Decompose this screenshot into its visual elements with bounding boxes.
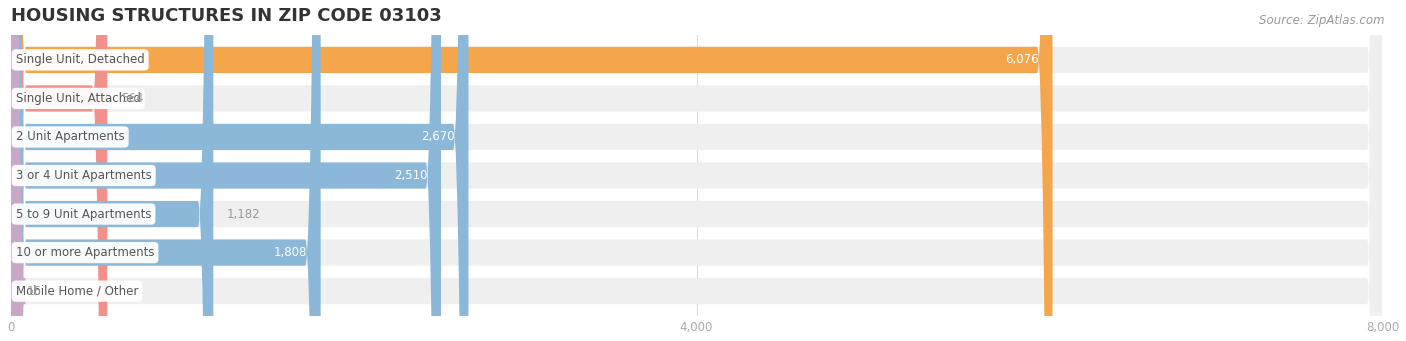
Text: 1,808: 1,808 bbox=[274, 246, 307, 259]
FancyBboxPatch shape bbox=[11, 0, 1382, 341]
FancyBboxPatch shape bbox=[11, 0, 214, 341]
Text: Mobile Home / Other: Mobile Home / Other bbox=[15, 285, 138, 298]
FancyBboxPatch shape bbox=[0, 0, 27, 341]
FancyBboxPatch shape bbox=[11, 0, 1382, 341]
FancyBboxPatch shape bbox=[11, 0, 107, 341]
Text: 10 or more Apartments: 10 or more Apartments bbox=[15, 246, 155, 259]
Text: 1,182: 1,182 bbox=[226, 208, 260, 221]
Text: 16: 16 bbox=[27, 285, 42, 298]
Text: HOUSING STRUCTURES IN ZIP CODE 03103: HOUSING STRUCTURES IN ZIP CODE 03103 bbox=[11, 7, 441, 25]
Text: 5 to 9 Unit Apartments: 5 to 9 Unit Apartments bbox=[15, 208, 152, 221]
Text: 564: 564 bbox=[121, 92, 143, 105]
Text: 3 or 4 Unit Apartments: 3 or 4 Unit Apartments bbox=[15, 169, 152, 182]
FancyBboxPatch shape bbox=[11, 0, 1382, 341]
FancyBboxPatch shape bbox=[11, 0, 1382, 341]
Text: Single Unit, Attached: Single Unit, Attached bbox=[15, 92, 141, 105]
FancyBboxPatch shape bbox=[11, 0, 1382, 341]
FancyBboxPatch shape bbox=[11, 0, 441, 341]
FancyBboxPatch shape bbox=[11, 0, 321, 341]
FancyBboxPatch shape bbox=[11, 0, 1382, 341]
FancyBboxPatch shape bbox=[11, 0, 468, 341]
FancyBboxPatch shape bbox=[11, 0, 1382, 341]
Text: Source: ZipAtlas.com: Source: ZipAtlas.com bbox=[1260, 14, 1385, 27]
Text: 6,076: 6,076 bbox=[1005, 54, 1039, 66]
Text: 2,670: 2,670 bbox=[422, 131, 454, 144]
Text: 2,510: 2,510 bbox=[394, 169, 427, 182]
Text: Single Unit, Detached: Single Unit, Detached bbox=[15, 54, 145, 66]
Text: 2 Unit Apartments: 2 Unit Apartments bbox=[15, 131, 125, 144]
FancyBboxPatch shape bbox=[11, 0, 1053, 341]
